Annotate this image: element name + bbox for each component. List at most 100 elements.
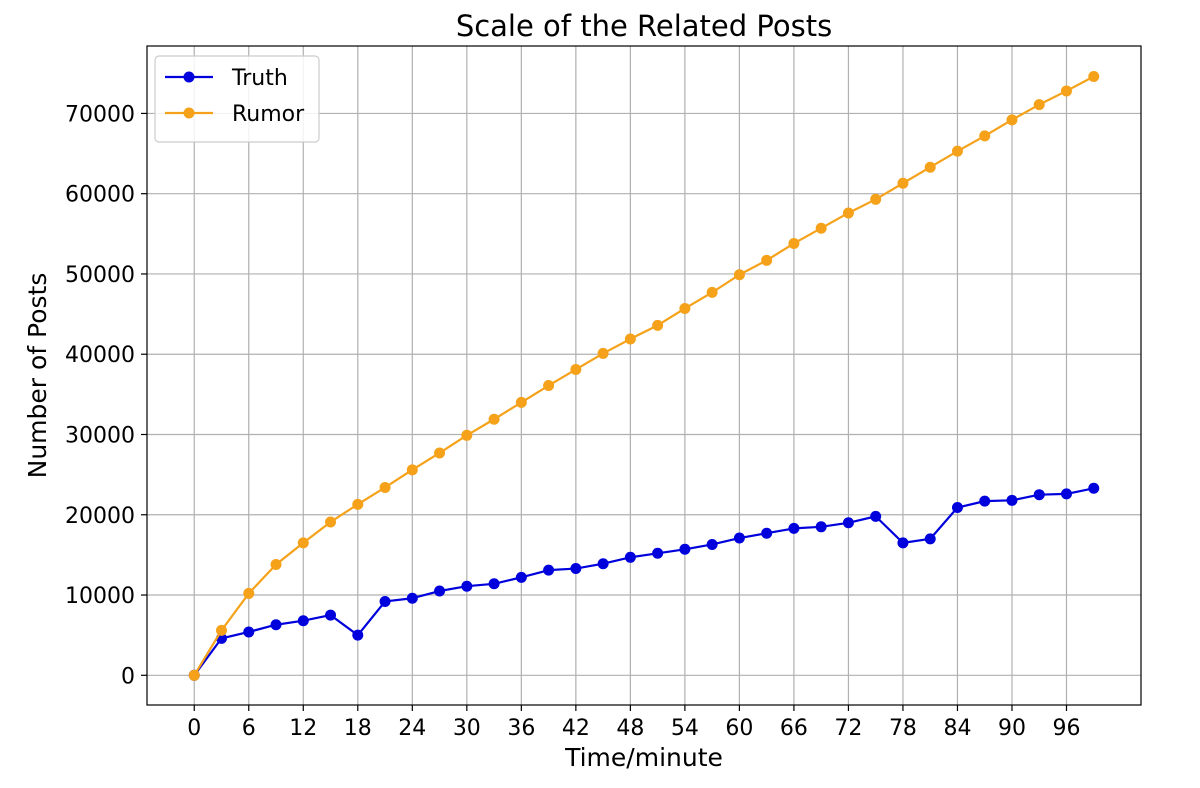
data-point [761,254,773,266]
data-point [761,527,773,539]
data-point [897,537,909,549]
data-point [488,413,500,425]
data-point [461,580,473,592]
y-tick-label: 70000 [65,102,135,127]
x-tick-label: 60 [725,716,753,741]
series-line [193,75,1095,676]
x-tick-label: 54 [671,716,699,741]
data-point [842,517,854,529]
data-point [515,571,527,583]
data-point [434,447,446,459]
legend-swatch-marker [183,71,195,83]
legend-label: Truth [231,66,288,91]
data-point [188,669,200,681]
data-point [1006,114,1018,126]
data-point [842,207,854,219]
x-tick-label: 6 [242,716,256,741]
series-truth [188,482,1100,681]
data-point [815,521,827,533]
data-point [679,302,691,314]
x-tick-label: 12 [289,716,317,741]
data-point [488,578,500,590]
y-tick-label: 50000 [65,263,135,288]
data-point [543,380,555,392]
data-point [434,585,446,597]
y-tick-label: 10000 [65,584,135,609]
data-point [1088,482,1100,494]
series-line [193,487,1094,676]
x-tick-label: 72 [834,716,862,741]
data-point [924,161,936,173]
data-point [515,396,527,408]
y-axis: 0 10000 20000 30000 40000 50000 60000 70000 [65,102,147,689]
x-tick-label: 42 [562,716,590,741]
data-point [897,177,909,189]
data-point [624,333,636,345]
data-point [733,269,745,281]
legend-entry: Truth [165,66,288,91]
data-point [406,592,418,604]
data-point [1006,494,1018,506]
data-point [597,347,609,359]
x-tick-label: 96 [1052,716,1080,741]
series-layer [188,71,1100,681]
x-axis-title: Time/minute [564,743,723,772]
data-point [815,222,827,234]
x-tick-label: 90 [998,716,1026,741]
chart-title: Scale of the Related Posts [456,9,832,43]
data-point [624,551,636,563]
data-point [870,193,882,205]
data-point [570,363,582,375]
data-point [461,429,473,441]
x-axis: 0 6 12 18 24 30 36 42 48 54 60 66 72 78 84 90 96 [187,705,1080,741]
y-axis-title: Number of Posts [23,273,52,479]
data-point [406,464,418,476]
data-point [679,543,691,555]
data-point [325,609,337,621]
legend-entry: Rumor [165,102,305,127]
data-point [951,502,963,514]
data-point [870,510,882,522]
data-point [1060,85,1072,97]
legend: Truth Rumor [154,55,320,143]
data-point [270,559,282,571]
data-point [733,532,745,544]
data-point [597,558,609,570]
data-point [352,629,364,641]
data-point [243,626,255,638]
data-point [379,481,391,493]
x-tick-label: 0 [187,716,201,741]
data-point [652,547,664,559]
data-point [543,564,555,576]
data-point [788,237,800,249]
y-tick-label: 20000 [65,504,135,529]
data-point [243,587,255,599]
data-point [924,533,936,545]
y-tick-label: 40000 [65,343,135,368]
x-tick-label: 24 [398,716,426,741]
x-tick-label: 18 [344,716,372,741]
data-point [788,522,800,534]
x-tick-label: 36 [507,716,535,741]
data-point [570,563,582,575]
x-tick-label: 78 [889,716,917,741]
data-point [652,319,664,331]
data-point [297,615,309,627]
data-point [951,145,963,157]
data-point [979,495,991,507]
y-tick-label: 0 [121,664,135,689]
data-point [706,538,718,550]
data-point [1088,71,1100,83]
data-point [979,130,991,142]
grid [147,46,1141,705]
data-point [297,537,309,549]
y-tick-label: 60000 [65,183,135,208]
data-point [325,516,337,528]
y-tick-label: 30000 [65,423,135,448]
data-point [270,619,282,631]
legend-label: Rumor [232,102,305,127]
data-point [1033,99,1045,111]
x-tick-label: 66 [780,716,808,741]
